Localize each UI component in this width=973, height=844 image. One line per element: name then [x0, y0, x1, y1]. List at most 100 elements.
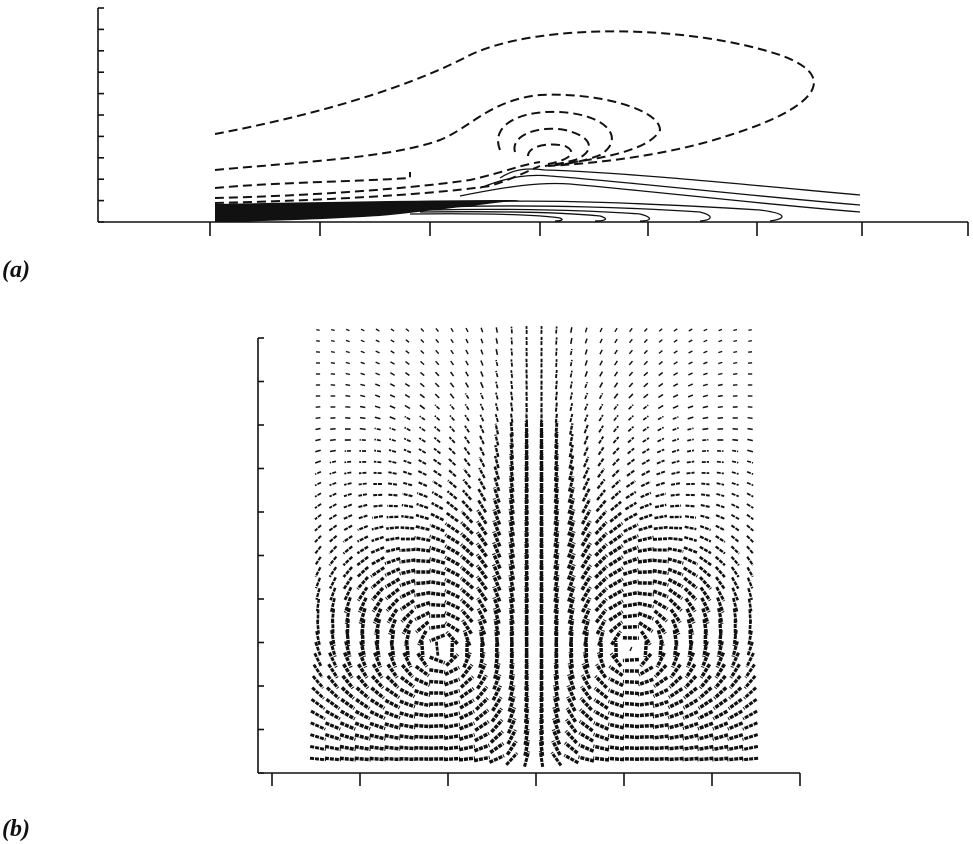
vector	[683, 674, 698, 690]
vector	[508, 541, 516, 559]
vector	[667, 698, 684, 710]
vector	[342, 535, 353, 543]
vector	[375, 350, 380, 354]
vector	[311, 675, 325, 689]
vector	[414, 700, 431, 708]
vector	[716, 471, 724, 475]
vector	[429, 668, 446, 674]
vector	[435, 360, 440, 366]
contour-dashed	[214, 30, 815, 167]
vector	[342, 524, 353, 532]
vector	[699, 586, 712, 602]
vector	[372, 504, 383, 508]
vector-field	[309, 326, 759, 768]
vector	[446, 500, 459, 512]
vector	[414, 524, 430, 532]
vector	[310, 709, 326, 721]
vector	[686, 471, 695, 475]
vector	[315, 598, 321, 612]
vector	[609, 511, 623, 523]
vector	[354, 744, 371, 752]
vector	[552, 695, 561, 713]
vector	[355, 698, 371, 710]
vector	[592, 756, 610, 762]
vector	[314, 460, 322, 464]
vector	[459, 709, 475, 721]
contour-solid	[449, 200, 783, 222]
vector	[652, 599, 669, 611]
vector	[490, 707, 503, 723]
vector	[330, 597, 336, 613]
vector	[493, 476, 501, 492]
vector	[493, 651, 500, 669]
vector	[357, 663, 369, 679]
contour-dashed	[527, 143, 573, 165]
vector	[593, 698, 609, 710]
vector	[459, 675, 475, 689]
vector	[622, 613, 640, 619]
vector	[369, 698, 386, 710]
vector	[702, 394, 709, 398]
vector	[464, 425, 470, 433]
vector	[687, 438, 694, 442]
vector	[658, 640, 664, 658]
vector	[714, 576, 726, 590]
vector	[668, 536, 683, 542]
vector	[598, 435, 605, 445]
vector	[637, 701, 654, 707]
vector	[444, 566, 461, 578]
vector	[314, 556, 322, 566]
vector	[388, 449, 397, 453]
vector	[682, 745, 699, 751]
vector	[384, 756, 401, 762]
vector	[748, 329, 752, 331]
vector	[480, 371, 484, 377]
vector	[414, 734, 431, 740]
contour-plot	[214, 30, 861, 222]
vector	[459, 554, 475, 568]
vector	[477, 618, 487, 636]
vector	[597, 446, 605, 456]
vector	[697, 733, 714, 741]
vector	[658, 382, 664, 388]
vector	[703, 328, 708, 332]
vector	[433, 436, 441, 444]
vector	[582, 618, 591, 636]
vector	[730, 652, 740, 668]
vector	[731, 503, 740, 509]
vector	[578, 719, 594, 733]
vector	[582, 477, 591, 491]
vector	[354, 756, 371, 762]
vector	[429, 655, 446, 665]
vector	[507, 695, 516, 713]
vector	[431, 501, 444, 511]
vector	[637, 677, 654, 687]
vector	[464, 414, 470, 422]
vector	[387, 482, 398, 486]
vector	[360, 383, 366, 387]
vector	[314, 641, 322, 657]
vector	[555, 326, 558, 334]
vector	[622, 601, 640, 609]
vector	[404, 393, 411, 399]
vector	[434, 371, 440, 377]
vector	[495, 370, 499, 378]
vector	[553, 530, 560, 548]
vector	[414, 547, 431, 553]
contour-dashed	[214, 161, 541, 199]
vector	[613, 414, 619, 422]
vector	[593, 686, 609, 700]
vector	[345, 350, 350, 354]
vector	[639, 502, 652, 510]
vector	[594, 554, 609, 568]
vector	[399, 756, 416, 762]
vector	[628, 382, 634, 388]
vector	[339, 709, 356, 721]
vector	[315, 449, 321, 453]
vector	[386, 608, 399, 624]
vector	[345, 394, 351, 398]
vector	[567, 476, 575, 492]
vector	[581, 498, 592, 514]
vector	[580, 509, 592, 525]
vector	[627, 415, 634, 421]
